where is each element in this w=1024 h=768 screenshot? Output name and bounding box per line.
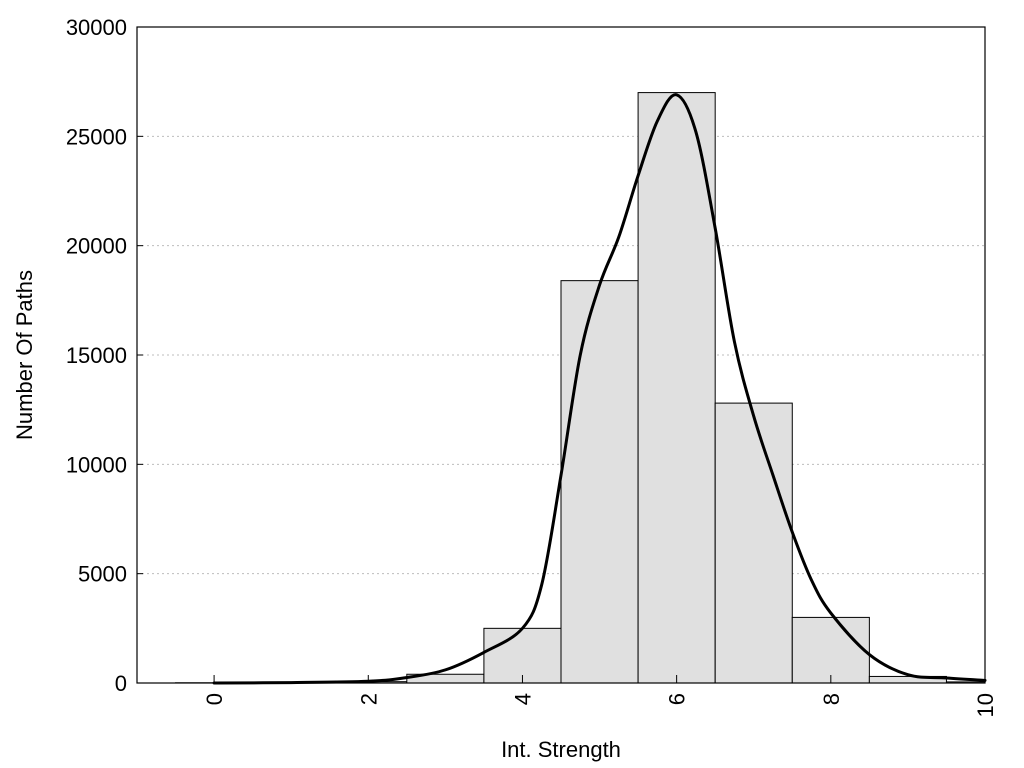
histogram-bars xyxy=(175,92,986,684)
histogram-bar xyxy=(637,92,716,684)
histogram-bar xyxy=(560,280,639,684)
histogram-bar xyxy=(791,616,870,684)
x-axis-ticks: 0 2 4 6 8 10 xyxy=(202,675,998,717)
y-axis-ticks: 0 5000 10000 15000 20000 25000 30000 xyxy=(66,15,143,696)
x-tick-label: 10 xyxy=(973,693,998,717)
histogram-bar xyxy=(714,402,793,684)
x-tick-label: 6 xyxy=(665,693,690,705)
density-curve xyxy=(212,93,987,685)
y-tick-label: 10000 xyxy=(66,452,127,477)
y-tick-label: 0 xyxy=(115,671,127,696)
x-tick-label: 2 xyxy=(356,693,381,705)
y-tick-label: 15000 xyxy=(66,343,127,368)
x-tick-label: 4 xyxy=(510,693,535,705)
x-tick-label: 0 xyxy=(202,693,227,705)
density-curve-layer xyxy=(212,93,987,685)
y-tick-label: 20000 xyxy=(66,234,127,259)
x-axis-title: Int. Strength xyxy=(501,737,621,762)
y-tick-label: 25000 xyxy=(66,124,127,149)
x-tick-label: 8 xyxy=(819,693,844,705)
y-tick-label: 5000 xyxy=(78,562,127,587)
y-axis-title: Number Of Paths xyxy=(12,270,37,440)
grid-lines xyxy=(137,135,985,575)
histogram-bar xyxy=(483,627,562,684)
y-tick-label: 30000 xyxy=(66,15,127,40)
